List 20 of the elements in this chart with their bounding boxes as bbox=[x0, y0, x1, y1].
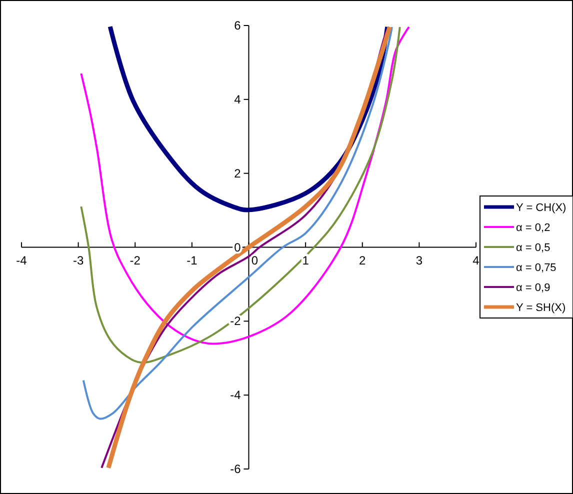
x-tick-label: -3 bbox=[72, 253, 84, 268]
legend-label: α = 0,75 bbox=[516, 262, 556, 274]
y-tick-label: 6 bbox=[234, 18, 242, 32]
y-tick-label: -4 bbox=[230, 388, 242, 402]
x-tick-label: 4 bbox=[472, 253, 480, 268]
x-tick-label: 2 bbox=[359, 253, 366, 268]
legend-label: Y = CH(X) bbox=[516, 202, 566, 214]
legend-label: Y = SH(X) bbox=[516, 302, 566, 314]
legend-label: α = 0,5 bbox=[516, 242, 550, 254]
x-tick-label: 1 bbox=[302, 253, 310, 268]
legend-label: α = 0,9 bbox=[516, 282, 550, 294]
y-tick-label: -6 bbox=[230, 462, 242, 476]
x-tick-label: -4 bbox=[16, 253, 28, 268]
y-tick-label: 2 bbox=[234, 166, 242, 180]
y-tick-label: 4 bbox=[234, 92, 242, 106]
x-tick-label: 0 bbox=[251, 253, 258, 268]
legend-label: α = 0,2 bbox=[516, 222, 550, 234]
x-tick-label: 3 bbox=[416, 253, 423, 268]
x-tick-label: -2 bbox=[130, 253, 141, 268]
x-tick-label: -1 bbox=[186, 253, 198, 268]
